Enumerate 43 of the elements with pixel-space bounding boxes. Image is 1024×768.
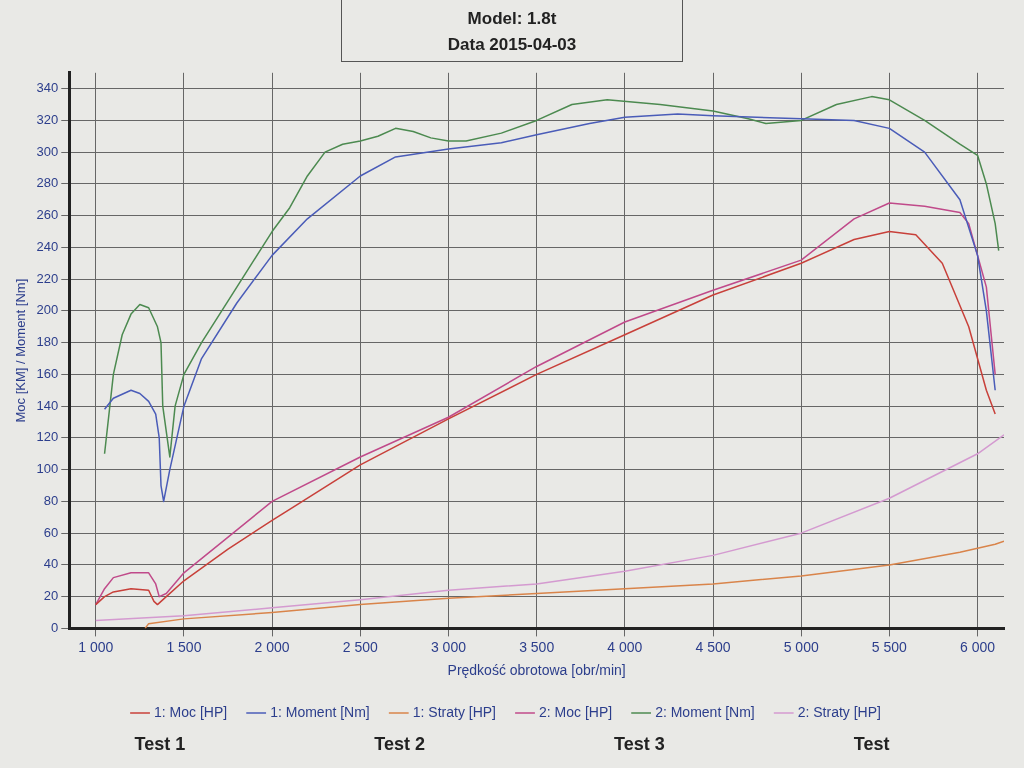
x-tick-label: 2 500 [342, 638, 379, 655]
y-tick-label: 200 [36, 302, 59, 318]
x-tick-label: 5 000 [783, 638, 819, 655]
y-tick-label: 100 [36, 461, 59, 477]
x-tick-label: 1 500 [166, 638, 202, 655]
x-tick-label: 2 000 [254, 638, 290, 655]
legend-label: 1: Moment [Nm] [270, 703, 370, 720]
y-tick-label: 40 [43, 556, 59, 572]
y-tick-label: 120 [36, 429, 59, 445]
text: Test 1 [134, 734, 186, 755]
y-tick-label: 340 [36, 80, 59, 96]
legend-label: 1: Straty [HP] [412, 703, 496, 720]
x-tick-label: 4 000 [607, 638, 643, 655]
legend-label: 2: Moment [Nm] [655, 703, 755, 720]
y-tick-label: 20 [43, 588, 59, 604]
x-axis-title: Prędkość obrotowa [obr/min] [447, 662, 626, 679]
x-tick-label: 1 000 [78, 638, 114, 655]
legend-label: 1: Moc [HP] [154, 703, 228, 720]
legend-label: 2: Moc [HP] [539, 703, 613, 720]
text: Model: 1.8t [466, 8, 558, 30]
y-tick-label: 160 [36, 365, 59, 381]
x-tick-label: 3 500 [519, 638, 555, 655]
y-axis-title: Moc [KM] / Moment [Nm] [13, 278, 29, 423]
x-tick-label: 6 000 [960, 638, 996, 655]
y-tick-label: 240 [36, 239, 59, 254]
y-tick-label: 0 [51, 619, 59, 635]
x-tick-label: 3 000 [430, 638, 467, 655]
text: Test 3 [614, 734, 665, 755]
y-tick-label: 140 [36, 397, 59, 413]
text: Data 2015-04-03 [446, 34, 578, 56]
y-tick-label: 280 [36, 175, 59, 191]
y-tick-label: 180 [36, 334, 59, 350]
y-tick-label: 260 [36, 207, 59, 223]
text: Test 2 [374, 734, 425, 755]
y-tick-label: 220 [36, 270, 59, 286]
y-tick-label: 60 [43, 524, 59, 540]
y-tick-label: 80 [43, 492, 59, 508]
y-tick-label: 300 [36, 143, 59, 159]
y-tick-label: 320 [36, 112, 59, 127]
x-tick-label: 5 500 [871, 638, 908, 655]
x-tick-label: 4 500 [695, 638, 731, 655]
text: Test [853, 734, 890, 755]
legend-label: 2: Straty [HP] [797, 703, 881, 720]
